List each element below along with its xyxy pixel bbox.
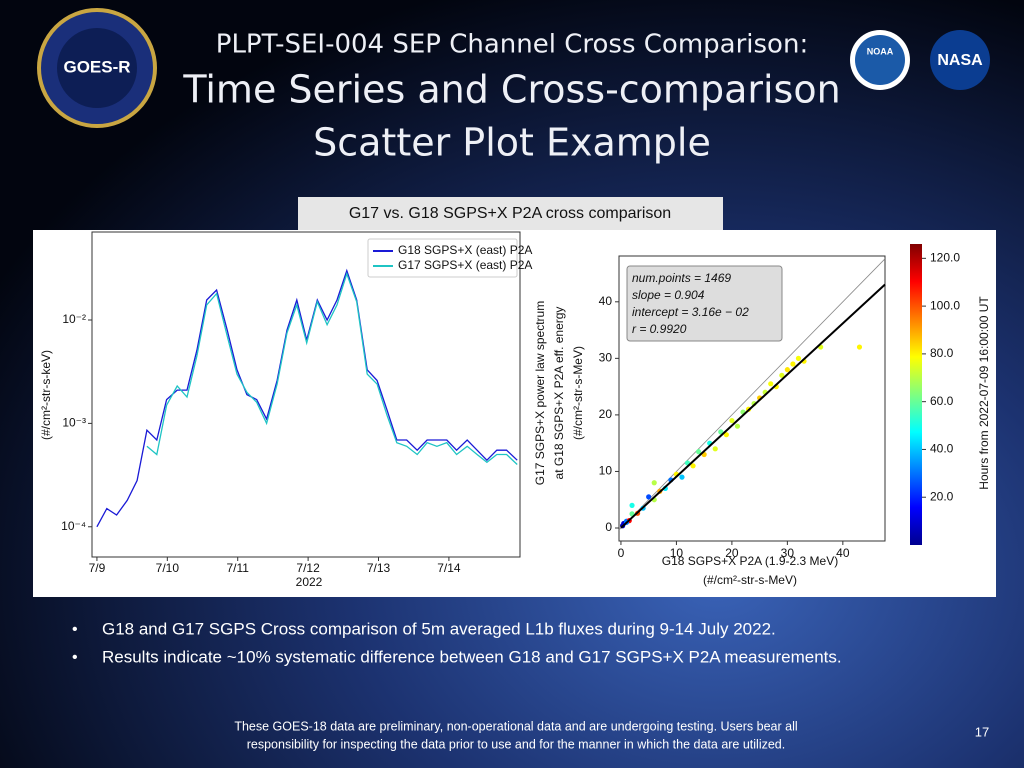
scatter-point — [629, 502, 635, 508]
y-tick-label: 0 — [605, 520, 612, 534]
y-tick-label: 10⁻³ — [62, 416, 86, 430]
scatter-point — [729, 417, 735, 424]
y-tick-label: 10⁻² — [62, 312, 86, 326]
logo-text: NOAA — [867, 46, 894, 56]
noaa-logo: NOAA — [850, 30, 910, 90]
annotation: intercept = 3.16e − 02 — [632, 305, 749, 319]
reference-line — [618, 258, 886, 531]
y-axis-label: (#/cm²-str-s-MeV) — [571, 346, 585, 440]
colorbar — [910, 244, 922, 545]
legend-label: G18 SGPS+X (east) P2A — [398, 243, 532, 257]
colorbar-tick-label: 80.0 — [930, 346, 954, 360]
annotation-box — [626, 265, 783, 342]
x-tick-label: 7/9 — [89, 561, 106, 575]
x-tick-label: 7/12 — [296, 561, 320, 575]
scatter-point — [779, 372, 785, 378]
scatter-point — [856, 344, 863, 350]
scatter-point — [734, 423, 741, 429]
scatter-point — [690, 463, 696, 469]
x-tick-label: 40 — [836, 546, 850, 560]
x-tick-label: 7/13 — [367, 561, 391, 575]
scatter-point — [795, 355, 802, 361]
scatter-point — [718, 429, 724, 435]
y-tick-label: 40 — [599, 294, 613, 308]
title-line: Scatter Plot Example — [313, 121, 711, 165]
scatter-point — [768, 381, 774, 387]
scatter-point — [790, 361, 796, 367]
scatter-chart: 0 10 20 30 40 0 10 20 30 40 num.points = 1469 slope… — [533, 244, 991, 587]
fit-line — [620, 283, 886, 529]
y-tick-label: 10⁻⁴ — [61, 519, 86, 533]
series-line — [96, 268, 518, 528]
scatter-point — [712, 446, 718, 452]
colorbar-tick-label: 100.0 — [930, 298, 960, 312]
x-tick-label: 7/10 — [156, 561, 180, 575]
colorbar-tick-label: 120.0 — [930, 251, 960, 265]
footer: These GOES-18 data are preliminary, non-… — [234, 719, 797, 733]
x-tick-label: 10 — [670, 546, 684, 560]
scatter-point — [651, 480, 657, 486]
bullet-dot: • — [72, 621, 78, 638]
scatter-point — [646, 494, 652, 500]
y-tick-label: 20 — [599, 407, 613, 421]
x-axis-label: (#/cm²-str-s-MeV) — [703, 573, 797, 587]
time-series-chart: 7/9 7/10 7/11 7/12 7/13 7/14 10⁻⁴ 10⁻³ 10⁻² 2022 (… — [39, 231, 532, 589]
bullet-dot: • — [72, 649, 78, 666]
legend-box — [367, 238, 518, 278]
colorbar-tick-label: 20.0 — [930, 489, 954, 503]
caption: G17 vs. G18 SGPS+X P2A cross comparison — [349, 205, 671, 222]
plot-frame — [91, 231, 521, 558]
caption-box — [298, 197, 723, 230]
goes-logo: GOES-R — [37, 8, 157, 128]
scatter-point — [679, 474, 685, 480]
title-line: Time Series and Cross-comparison — [182, 68, 840, 112]
scatter-point — [784, 367, 790, 373]
legend-label: G17 SGPS+X (east) P2A — [398, 258, 532, 272]
bullet: G18 and G17 SGPS Cross comparison of 5m … — [102, 619, 776, 638]
x-axis-label: 2022 — [296, 575, 323, 589]
x-tick-label: 30 — [781, 546, 795, 560]
bullet: Results indicate ~10% systematic differe… — [102, 647, 842, 666]
annotation: slope = 0.904 — [632, 288, 705, 302]
logo-text: NASA — [937, 52, 983, 69]
page-number: 17 — [975, 724, 989, 739]
x-tick-label: 20 — [725, 546, 739, 560]
x-tick-label: 0 — [618, 546, 625, 560]
annotation: num.points = 1469 — [632, 271, 731, 285]
y-tick-label: 10 — [599, 464, 613, 478]
y-tick-label: 30 — [599, 351, 613, 365]
colorbar-tick-label: 60.0 — [930, 394, 954, 408]
colorbar-tick-label: 40.0 — [930, 442, 954, 456]
series-line — [146, 271, 518, 465]
y-axis-label: G17 SGPS+X power law spectrum — [533, 301, 547, 485]
y-axis-label: at G18 SGPS+X P2A eff. energy — [552, 307, 566, 480]
annotation: r = 0.9920 — [632, 322, 687, 336]
scatter-point — [696, 449, 702, 455]
scatter-point — [723, 432, 729, 438]
x-axis-label: G18 SGPS+X P2A (1.9-2.3 MeV) — [662, 554, 838, 568]
colorbar-label: Hours from 2022-07-09 16:00:00 UT — [977, 296, 991, 490]
x-tick-label: 7/14 — [437, 561, 461, 575]
y-axis-label: (#/cm²-str-s-keV) — [39, 350, 53, 440]
x-tick-label: 7/11 — [226, 561, 249, 575]
footer: responsibility for inspecting the data p… — [247, 737, 786, 751]
logo-text: GOES-R — [63, 57, 130, 76]
nasa-logo: NASA — [930, 30, 990, 90]
title-line: PLPT-SEI-004 SEP Channel Cross Compariso… — [216, 30, 808, 60]
